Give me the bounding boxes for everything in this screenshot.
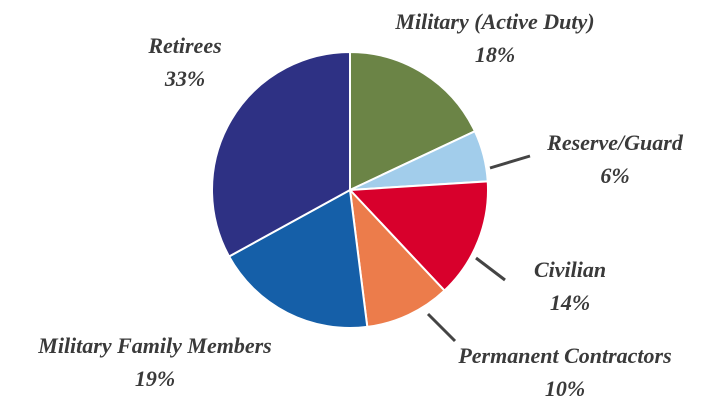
slice-label: Reserve/Guard: [546, 130, 684, 155]
slice-label: Permanent Contractors: [457, 343, 671, 368]
pie-slice: [349, 50, 477, 192]
leader-line: [475, 256, 506, 282]
pie-slice: [347, 180, 489, 293]
slice-value-label: 33%: [164, 66, 205, 91]
slice-label: Military (Active Duty): [394, 9, 594, 34]
pie-slice: [211, 50, 351, 258]
slice-label: Civilian: [534, 257, 606, 282]
pie-slice: [227, 188, 369, 329]
slice-value-label: 10%: [545, 376, 585, 401]
slice-value-label: 19%: [135, 366, 175, 391]
leader-line: [426, 312, 457, 343]
slice-label: Military Family Members: [37, 333, 271, 358]
slice-value-label: 18%: [475, 42, 515, 67]
slice-value-label: 14%: [550, 290, 590, 315]
leader-line: [489, 154, 531, 170]
pie-slice: [348, 187, 446, 329]
slice-value-label: 6%: [600, 163, 629, 188]
slice-label: Retirees: [147, 33, 221, 58]
